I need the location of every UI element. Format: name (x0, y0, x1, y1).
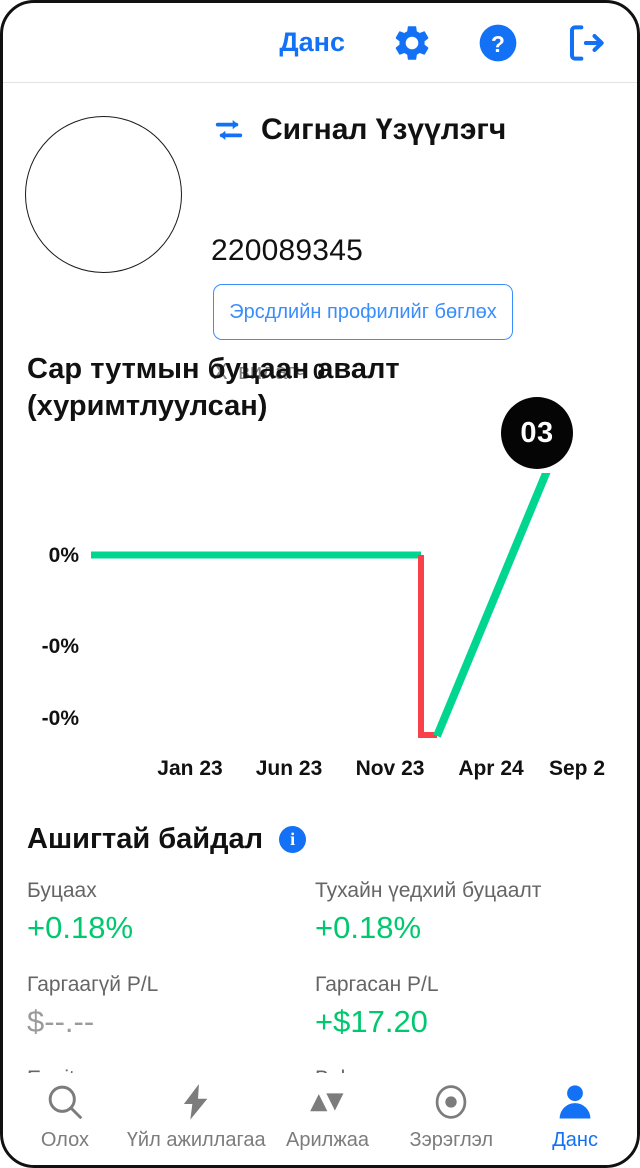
logout-icon[interactable] (563, 21, 607, 65)
info-icon[interactable]: i (279, 826, 307, 853)
x-tick-3: Apr 24 (458, 757, 524, 780)
nav-item-activity[interactable]: Үйл ажиллагаа (127, 1081, 266, 1152)
stat-label: Гаргаагүй P/L (27, 973, 159, 996)
nav-label: Зэрэглэл (409, 1129, 494, 1151)
account-name: Сигнал Үзүүлэгч (261, 113, 507, 146)
stat-cell: Тухайн үедхий буцаалт +0.18% (315, 879, 613, 973)
lightning-icon (174, 1081, 218, 1123)
x-tick-4: Sep 2 (549, 757, 606, 780)
header-account-link[interactable]: Данс (279, 27, 345, 57)
nav-item-account[interactable]: Данс (513, 1081, 637, 1152)
x-tick-1: Jun 23 (255, 757, 323, 780)
stat-value: $--.-- (27, 1004, 95, 1039)
target-icon (429, 1081, 473, 1123)
account-title-row: Сигнал Үзүүлэгч (211, 113, 506, 147)
chart-line-recovery (433, 473, 551, 738)
chart-title-line1: Сар тутмын буцаан авалт (27, 353, 400, 385)
nav-label: Данс (552, 1129, 598, 1151)
stats-heading: Ашигтай байдал (27, 823, 264, 855)
copier-count: 0 (312, 359, 326, 384)
avatar[interactable] (25, 116, 182, 273)
chart-line-drawdown (418, 555, 437, 738)
copier-count-row: Хувилагч 0 (213, 359, 325, 385)
stat-label: Тухайн үедхий буцаалт (315, 879, 542, 902)
top-header: Данс ? (3, 3, 637, 83)
svg-text:?: ? (491, 30, 505, 56)
account-number: 220089345 (211, 234, 363, 267)
y-tick-1: -0% (41, 635, 79, 658)
stat-value: +0.18% (27, 910, 134, 945)
swap-arrows-icon (211, 113, 247, 147)
returns-chart[interactable] (3, 473, 637, 783)
stat-cell: Гаргасан P/L +$17.20 (315, 973, 613, 1067)
bottom-navigation: Олох Үйл ажиллагаа Арилжаа (3, 1073, 637, 1165)
search-icon (43, 1081, 87, 1123)
nav-item-rating[interactable]: Зэрэглэл (389, 1081, 513, 1152)
y-tick-2: -0% (41, 707, 79, 730)
y-tick-0: 0% (48, 544, 79, 567)
nav-item-trade[interactable]: Арилжаа (266, 1081, 390, 1152)
nav-label: Арилжаа (286, 1129, 369, 1151)
gear-icon[interactable] (391, 22, 433, 64)
x-tick-2: Nov 23 (355, 757, 425, 780)
stats-grid: Буцаах +0.18% Тухайн үедхий буцаалт +0.1… (27, 879, 613, 1098)
nav-label: Үйл ажиллагаа (126, 1129, 266, 1151)
nav-label: Олох (40, 1129, 89, 1151)
help-icon[interactable]: ? (477, 22, 519, 64)
risk-profile-button[interactable]: Эрсдлийн профилийг бөглөх (213, 284, 513, 340)
person-icon (553, 1081, 597, 1123)
stats-heading-row: Ашигтай байдал i (27, 823, 307, 856)
stat-label: Гаргасан P/L (315, 973, 439, 996)
nav-item-search[interactable]: Олох (3, 1081, 127, 1152)
chart-title: Сар тутмын буцаан авалт (хуримтлуулсан) (27, 351, 497, 425)
step-badge-03: 03 (501, 397, 573, 469)
x-tick-0: Jan 23 (157, 757, 223, 780)
chart-title-line2: (хуримтлуулсан) (27, 390, 268, 422)
stat-cell: Буцаах +0.18% (27, 879, 315, 973)
stat-label: Буцаах (27, 879, 97, 902)
stat-value: +0.18% (315, 910, 422, 945)
profile-section: Сигнал Үзүүлэгч 220089345 Эрсдлийн профи… (3, 84, 637, 384)
copier-label: Хувилагч (213, 359, 307, 384)
stat-cell: Гаргаагүй P/L $--.-- (27, 973, 315, 1067)
chart-svg (91, 473, 551, 738)
trade-triangles-icon (303, 1081, 351, 1123)
stat-value: +$17.20 (315, 1004, 428, 1039)
